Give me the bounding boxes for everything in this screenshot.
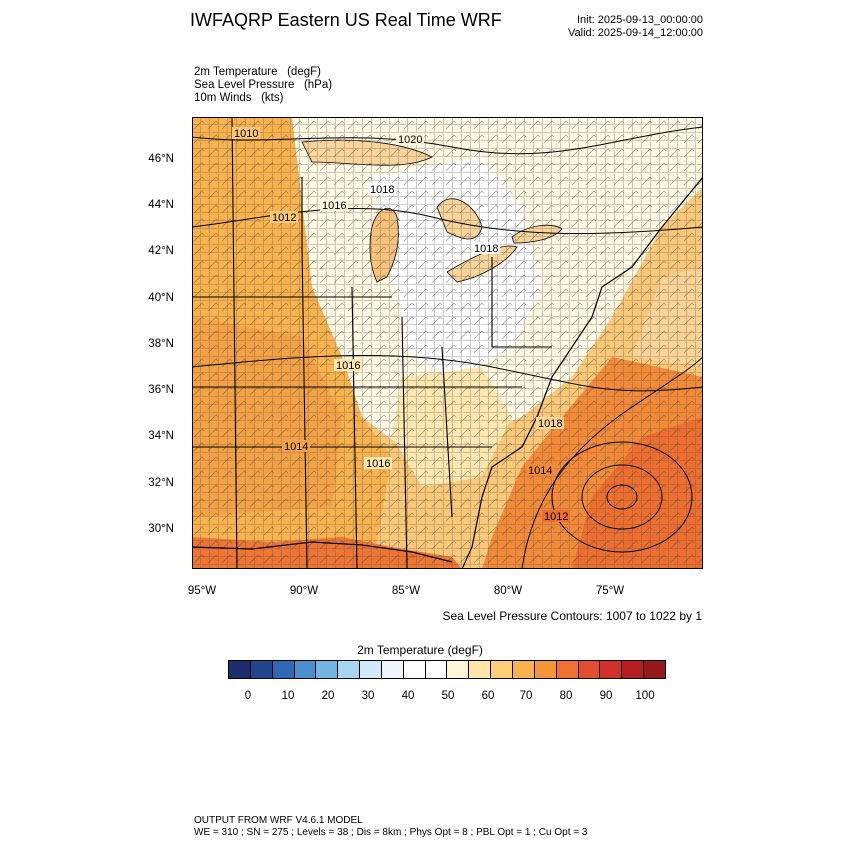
lat-tick: 38°N [148,338,174,350]
colorbar-swatch [512,661,535,678]
colorbar-swatch [622,661,645,678]
valid-time: Valid: 2025-09-14_12:00:00 [568,27,703,39]
colorbar-swatch [229,661,251,678]
footer-config: WE = 310 ; SN = 275 ; Levels = 38 ; Dis … [194,827,588,838]
colorbar-swatch [250,661,273,678]
colorbar-label: 90 [599,690,613,702]
contour-label: 1016 [336,360,360,372]
colorbar-swatch [447,661,470,678]
isobar-low-outer [551,441,693,553]
contour-label: 1012 [272,212,296,224]
contour-label: 1014 [528,465,552,477]
colorbar-swatch [600,661,623,678]
colorbar-title: 2m Temperature (degF) [357,643,483,657]
lat-tick: 42°N [148,245,174,257]
contour-label: 1012 [544,511,568,523]
contour-note: Sea Level Pressure Contours: 1007 to 102… [442,609,703,623]
footer-model: OUTPUT FROM WRF V4.6.1 MODEL [194,815,363,826]
field-pressure: Sea Level Pressure (hPa) [194,79,333,91]
lat-tick: 34°N [148,430,174,442]
contour-label: 1018 [474,243,498,255]
colorbar-label: 50 [441,690,455,702]
field-legend: 2m Temperature (degF) Sea Level Pressure… [194,66,332,105]
figure-title: IWFAQRP Eastern US Real Time WRF [190,10,502,30]
colorbar-label: 70 [519,690,533,702]
atlantic-coastline [461,176,703,569]
colorbar-label: 10 [281,690,295,702]
contour-label: 1020 [398,134,422,146]
lat-tick: 30°N [148,523,174,535]
field-winds: 10m Winds (kts) [194,92,284,104]
isobar-1016 [192,207,703,235]
colorbar-swatch [338,661,361,678]
colorbar [228,660,666,679]
contour-label: 1018 [370,184,394,196]
forecast-map: 1010 1020 1016 1018 1012 1018 1016 1014 … [192,117,703,569]
isobar-1016-south [192,354,703,392]
colorbar-swatch [381,661,404,678]
colorbar-swatch [534,661,557,678]
colorbar-swatch [425,661,448,678]
lat-tick: 46°N [148,153,174,165]
contour-label: 1016 [322,200,346,212]
lon-tick: 75°W [595,585,625,597]
isobar-low-mid [581,464,663,530]
lon-tick: 90°W [289,585,319,597]
gulf-coastline [192,541,453,563]
colorbar-swatch [272,661,295,678]
colorbar-swatch [316,661,339,678]
run-times: Init: 2025-09-13_00:00:00 Valid: 2025-09… [520,14,703,40]
colorbar-swatch [469,661,492,678]
lon-tick: 95°W [187,585,217,597]
lat-tick: 32°N [148,477,174,489]
colorbar-label: 30 [361,690,375,702]
lon-tick: 85°W [391,585,421,597]
map-frame [192,117,703,569]
colorbar-label: 20 [321,690,335,702]
colorbar-swatch [491,661,513,678]
contour-label: 1016 [366,458,390,470]
lat-tick: 36°N [148,384,174,396]
isobar-1014 [521,356,703,569]
colorbar-label: 80 [559,690,573,702]
colorbar-label: 40 [401,690,415,702]
isobar-1020 [192,126,703,155]
lon-tick: 80°W [493,585,523,597]
colorbar-swatch [578,661,601,678]
colorbar-swatch [556,661,579,678]
colorbar-label: 0 [244,690,252,702]
colorbar-swatch [403,661,426,678]
wind-barbs [192,117,703,569]
colorbar-swatch [294,661,317,678]
field-temperature: 2m Temperature (degF) [194,66,321,78]
contour-label: 1014 [284,441,308,453]
contour-label: 1018 [538,418,562,430]
colorbar-label: 60 [481,690,495,702]
contour-label: 1010 [234,128,258,140]
isobar-low-center [606,484,638,510]
colorbar-swatch [360,661,382,678]
lat-tick: 44°N [148,199,174,211]
model-footer: OUTPUT FROM WRF V4.6.1 MODEL WE = 310 ; … [194,815,587,839]
colorbar-label: 100 [635,690,655,702]
colorbar-swatch [644,661,665,678]
lat-tick: 40°N [148,292,174,304]
init-time: Init: 2025-09-13_00:00:00 [577,14,703,26]
